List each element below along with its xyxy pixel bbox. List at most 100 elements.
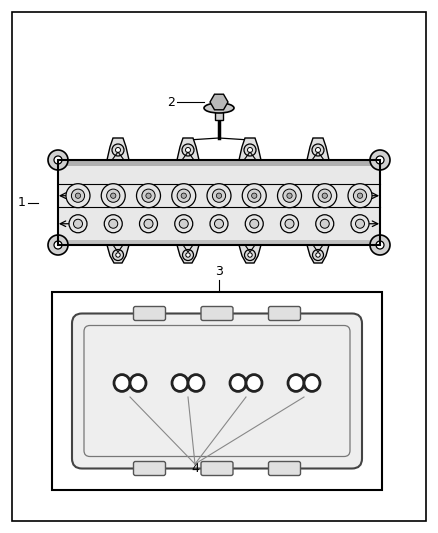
Circle shape	[101, 184, 125, 208]
Circle shape	[376, 241, 384, 249]
Circle shape	[71, 189, 85, 203]
Circle shape	[242, 184, 266, 208]
Text: 3: 3	[215, 265, 223, 278]
Circle shape	[250, 219, 259, 228]
Circle shape	[111, 193, 116, 198]
Circle shape	[181, 193, 187, 198]
Circle shape	[351, 215, 369, 233]
Circle shape	[183, 249, 194, 261]
Circle shape	[370, 150, 390, 170]
Circle shape	[212, 189, 226, 203]
Bar	[300, 375, 308, 391]
Text: 4: 4	[191, 462, 199, 474]
Circle shape	[179, 219, 188, 228]
Ellipse shape	[130, 375, 146, 391]
Circle shape	[48, 235, 68, 255]
Circle shape	[104, 215, 122, 233]
Polygon shape	[107, 245, 129, 263]
Ellipse shape	[114, 375, 130, 391]
Text: 1: 1	[18, 196, 26, 209]
Circle shape	[280, 215, 299, 233]
Circle shape	[245, 215, 263, 233]
Polygon shape	[177, 138, 199, 160]
Bar	[126, 375, 134, 391]
Circle shape	[207, 184, 231, 208]
Bar	[58, 160, 380, 245]
Circle shape	[48, 150, 68, 170]
Circle shape	[54, 241, 62, 249]
Circle shape	[116, 148, 120, 152]
Circle shape	[348, 184, 372, 208]
Circle shape	[75, 193, 81, 198]
Circle shape	[285, 219, 294, 228]
Circle shape	[216, 193, 222, 198]
Circle shape	[186, 253, 190, 257]
Circle shape	[144, 219, 153, 228]
Circle shape	[370, 235, 390, 255]
Bar	[184, 375, 192, 391]
Circle shape	[113, 249, 124, 261]
FancyBboxPatch shape	[268, 306, 300, 320]
Circle shape	[109, 219, 118, 228]
Bar	[242, 375, 250, 391]
Circle shape	[215, 219, 223, 228]
Circle shape	[278, 184, 301, 208]
Ellipse shape	[230, 375, 246, 391]
Circle shape	[356, 219, 364, 228]
Circle shape	[182, 144, 194, 156]
Circle shape	[251, 193, 257, 198]
Circle shape	[315, 148, 321, 152]
Circle shape	[312, 249, 324, 261]
Circle shape	[172, 184, 196, 208]
Circle shape	[313, 184, 337, 208]
Circle shape	[376, 156, 384, 164]
Circle shape	[312, 144, 324, 156]
Circle shape	[175, 215, 193, 233]
Circle shape	[146, 193, 151, 198]
Circle shape	[247, 148, 252, 152]
FancyBboxPatch shape	[134, 462, 166, 475]
Polygon shape	[239, 245, 261, 263]
Circle shape	[316, 253, 320, 257]
Circle shape	[322, 193, 327, 198]
FancyBboxPatch shape	[201, 306, 233, 320]
Ellipse shape	[188, 375, 204, 391]
Ellipse shape	[288, 375, 304, 391]
Circle shape	[142, 189, 155, 203]
Polygon shape	[307, 138, 329, 160]
Bar	[58, 240, 380, 245]
Circle shape	[139, 215, 158, 233]
Circle shape	[353, 189, 367, 203]
Circle shape	[116, 253, 120, 257]
Circle shape	[244, 144, 256, 156]
Bar	[52, 292, 382, 490]
Circle shape	[247, 189, 261, 203]
FancyBboxPatch shape	[268, 462, 300, 475]
Circle shape	[210, 215, 228, 233]
Polygon shape	[177, 245, 199, 263]
Bar	[215, 108, 223, 120]
Circle shape	[248, 253, 252, 257]
Circle shape	[69, 215, 87, 233]
FancyBboxPatch shape	[72, 313, 362, 469]
Ellipse shape	[172, 375, 188, 391]
Circle shape	[320, 219, 329, 228]
FancyBboxPatch shape	[201, 462, 233, 475]
Polygon shape	[307, 245, 329, 263]
Circle shape	[137, 184, 160, 208]
Ellipse shape	[246, 375, 262, 391]
Circle shape	[106, 189, 120, 203]
Ellipse shape	[304, 375, 320, 391]
Circle shape	[66, 184, 90, 208]
Bar	[58, 160, 380, 166]
Circle shape	[357, 193, 363, 198]
Circle shape	[316, 215, 334, 233]
Circle shape	[74, 219, 82, 228]
Circle shape	[177, 189, 191, 203]
Text: 2: 2	[167, 95, 175, 109]
Bar	[58, 160, 380, 245]
Circle shape	[244, 249, 255, 261]
Polygon shape	[239, 138, 261, 160]
Circle shape	[287, 193, 292, 198]
Circle shape	[186, 148, 191, 152]
